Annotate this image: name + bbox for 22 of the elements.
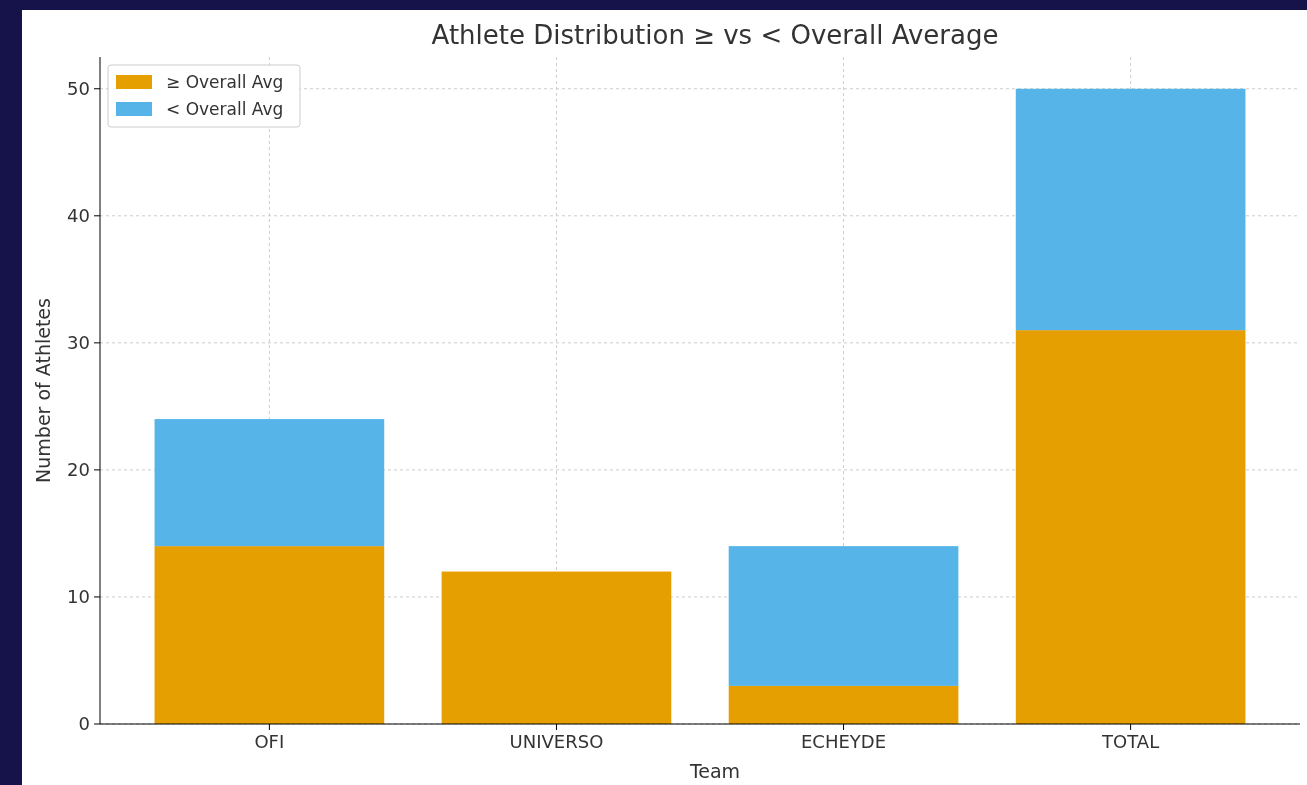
bar — [728, 685, 959, 724]
chart-title: Athlete Distribution ≥ vs < Overall Average — [431, 20, 999, 50]
y-tick-label: 0 — [78, 713, 90, 735]
x-tick-label: UNIVERSO — [509, 731, 604, 752]
x-tick-label: ECHEYDE — [801, 731, 887, 752]
y-tick-label: 20 — [67, 459, 90, 481]
legend-label: ≥ Overall Avg — [166, 71, 284, 92]
bar — [154, 419, 385, 547]
x-axis-title: Team — [688, 760, 741, 782]
bar — [728, 546, 959, 686]
y-tick-label: 10 — [67, 586, 90, 608]
x-tick-label: OFI — [254, 731, 285, 752]
y-tick-label: 50 — [67, 78, 90, 100]
bar — [1015, 330, 1246, 724]
y-axis-title: Number of Athletes — [32, 298, 54, 483]
bar — [441, 571, 672, 724]
bar — [1015, 88, 1246, 331]
bar — [154, 546, 385, 724]
legend-label: < Overall Avg — [166, 98, 284, 119]
y-tick-label: 30 — [67, 332, 90, 354]
x-tick-label: TOTAL — [1101, 731, 1160, 752]
y-tick-label: 40 — [67, 205, 90, 227]
